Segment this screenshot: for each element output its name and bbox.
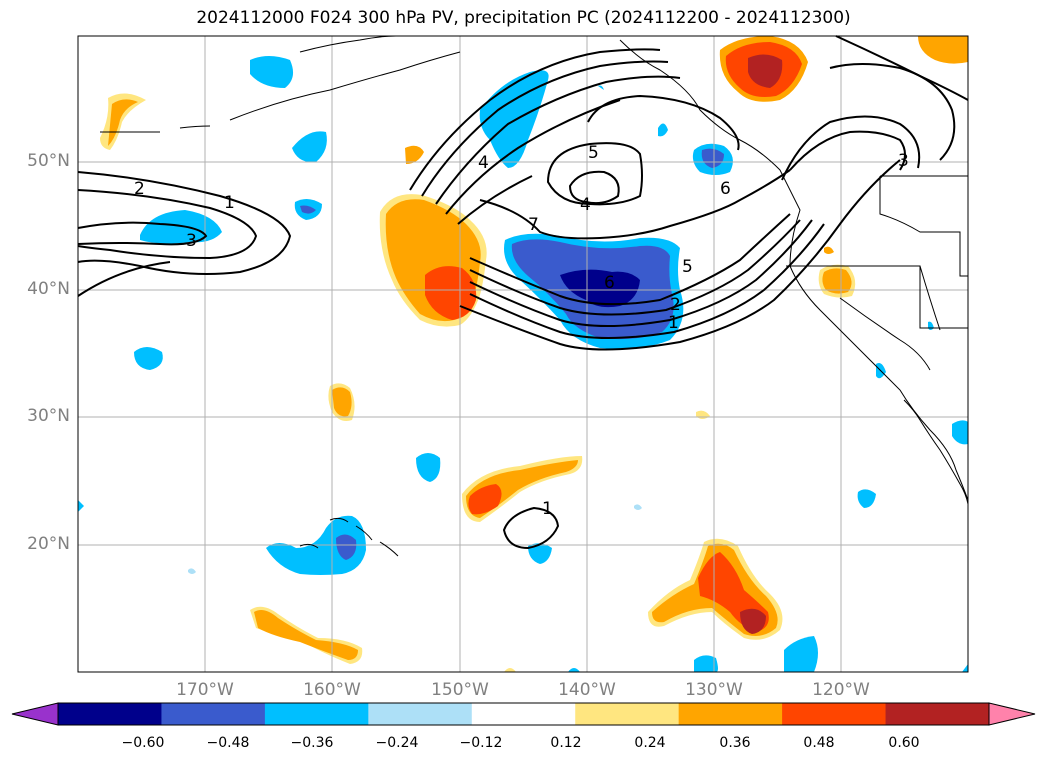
lat-label: 50°N: [27, 151, 70, 171]
lat-label: 30°N: [27, 406, 70, 426]
contour-label: 5: [588, 143, 599, 163]
lon-label: 150°W: [431, 680, 489, 700]
contour-label: 3: [898, 151, 909, 171]
lon-label: 160°W: [303, 680, 361, 700]
colorbar-tick: −0.60: [121, 735, 165, 751]
colorbar-tick: −0.12: [459, 735, 503, 751]
contour-label: 1: [542, 499, 553, 519]
lon-label: 130°W: [685, 680, 743, 700]
contour-label: 1: [668, 313, 679, 333]
colorbar-tick: 0.60: [888, 735, 920, 751]
contour-label: 2: [670, 295, 681, 315]
colorbar-cell: [264, 703, 369, 725]
colorbar: [11, 702, 1036, 726]
colorbar-extend-right: [988, 702, 1036, 726]
figure-title: 2024112000 F024 300 hPa PV, precipitatio…: [196, 8, 851, 28]
colorbar-cell: [678, 703, 783, 725]
lat-label: 40°N: [27, 279, 70, 299]
colorbar-cell: [885, 703, 990, 725]
contour-label: 4: [478, 153, 489, 173]
lon-label: 120°W: [812, 680, 870, 700]
map-frame: [77, 35, 969, 673]
contour-label: 3: [186, 231, 197, 251]
colorbar-tick: 0.36: [719, 735, 751, 751]
colorbar-tick: −0.48: [206, 735, 250, 751]
lat-label: 20°N: [27, 534, 70, 554]
colorbar-cell: [471, 703, 576, 725]
gridlines: [78, 36, 968, 672]
colorbar-cell: [575, 703, 680, 725]
contour-labels: 2 1 3 4 5 4 7 6 5 2 1 6 3 1: [134, 143, 909, 519]
contour-label: 7: [528, 215, 539, 235]
contour-label: 5: [682, 257, 693, 277]
colorbar-tick: 0.24: [634, 735, 666, 751]
colorbar-cell: [58, 703, 162, 725]
colorbar-cell: [161, 703, 266, 725]
colorbar-tick: 0.12: [550, 735, 582, 751]
colorbar-tick: −0.24: [375, 735, 419, 751]
lon-label: 170°W: [176, 680, 234, 700]
colorbar-frame: [57, 702, 990, 726]
contour-label: 4: [580, 195, 591, 215]
contour-label: 6: [720, 179, 731, 199]
lon-label: 140°W: [558, 680, 616, 700]
colorbar-tick: 0.48: [803, 735, 835, 751]
contour-label: 1: [224, 193, 235, 213]
contour-label: 2: [134, 179, 145, 199]
pv-contours: [77, 35, 969, 550]
contour-label: 6: [604, 273, 615, 293]
colorbar-cell: [782, 703, 887, 725]
colorbar-extend-left: [11, 702, 59, 726]
colorbar-tick: −0.36: [290, 735, 334, 751]
coastlines: [100, 35, 969, 557]
colorbar-cell: [368, 703, 473, 725]
